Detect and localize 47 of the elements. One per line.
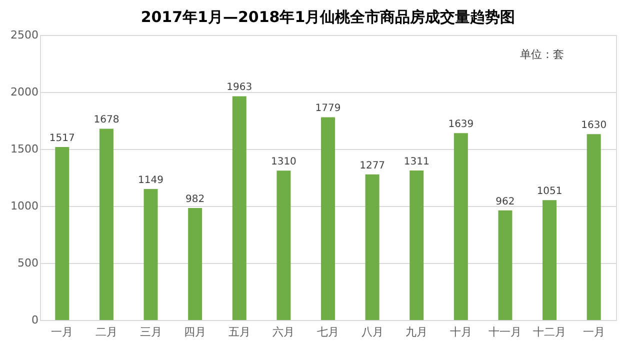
bar — [55, 147, 70, 320]
y-tick-label: 1000 — [10, 200, 38, 212]
data-label: 982 — [186, 194, 205, 206]
bar — [232, 96, 246, 320]
data-label: 962 — [496, 196, 515, 208]
bar — [188, 208, 202, 320]
data-label: 1517 — [49, 133, 75, 144]
data-label: 1963 — [226, 82, 252, 94]
bar — [410, 170, 424, 320]
data-label: 1630 — [581, 120, 607, 132]
x-tick-label: 三月 — [140, 326, 162, 338]
chart-title: 2017年1月—2018年1月仙桃全市商品房成交量趋势图 — [140, 8, 516, 26]
x-tick-label: 九月 — [406, 326, 428, 338]
x-tick-label: 一月 — [51, 326, 74, 338]
data-label: 1310 — [270, 156, 296, 168]
data-label: 1051 — [536, 186, 562, 198]
data-label: 1149 — [138, 175, 164, 186]
bar — [144, 189, 158, 320]
bar — [276, 170, 291, 320]
x-tick-label: 十一月 — [488, 326, 522, 338]
x-tick-label: 十月 — [450, 326, 472, 338]
data-label: 1779 — [315, 103, 341, 114]
x-tick-label: 二月 — [95, 326, 118, 338]
x-tick-label: 七月 — [317, 326, 339, 338]
x-tick-label: 八月 — [361, 326, 384, 338]
x-tick-label: 五月 — [228, 326, 250, 338]
x-tick-label: 十二月 — [533, 326, 566, 338]
y-tick-label: 2500 — [10, 28, 38, 42]
data-label: 1277 — [360, 160, 386, 172]
bar — [542, 200, 557, 320]
y-tick-label: 2000 — [10, 86, 38, 98]
y-tick-label: 1500 — [10, 142, 38, 156]
bar — [586, 134, 601, 320]
x-tick-label: 六月 — [272, 326, 295, 338]
x-tick-label: 四月 — [184, 326, 206, 338]
bar — [99, 128, 114, 320]
data-label: 1678 — [94, 114, 120, 126]
data-label: 1311 — [404, 156, 430, 168]
bar — [454, 133, 468, 320]
bar — [498, 210, 512, 320]
y-tick-label: 500 — [18, 256, 38, 270]
x-tick-label: 一月 — [582, 326, 605, 338]
bar — [321, 117, 335, 320]
bar — [365, 174, 380, 320]
y-tick-label: 0 — [32, 314, 38, 326]
data-label: 1639 — [448, 119, 474, 130]
annotation: 单位：套 — [520, 48, 564, 61]
